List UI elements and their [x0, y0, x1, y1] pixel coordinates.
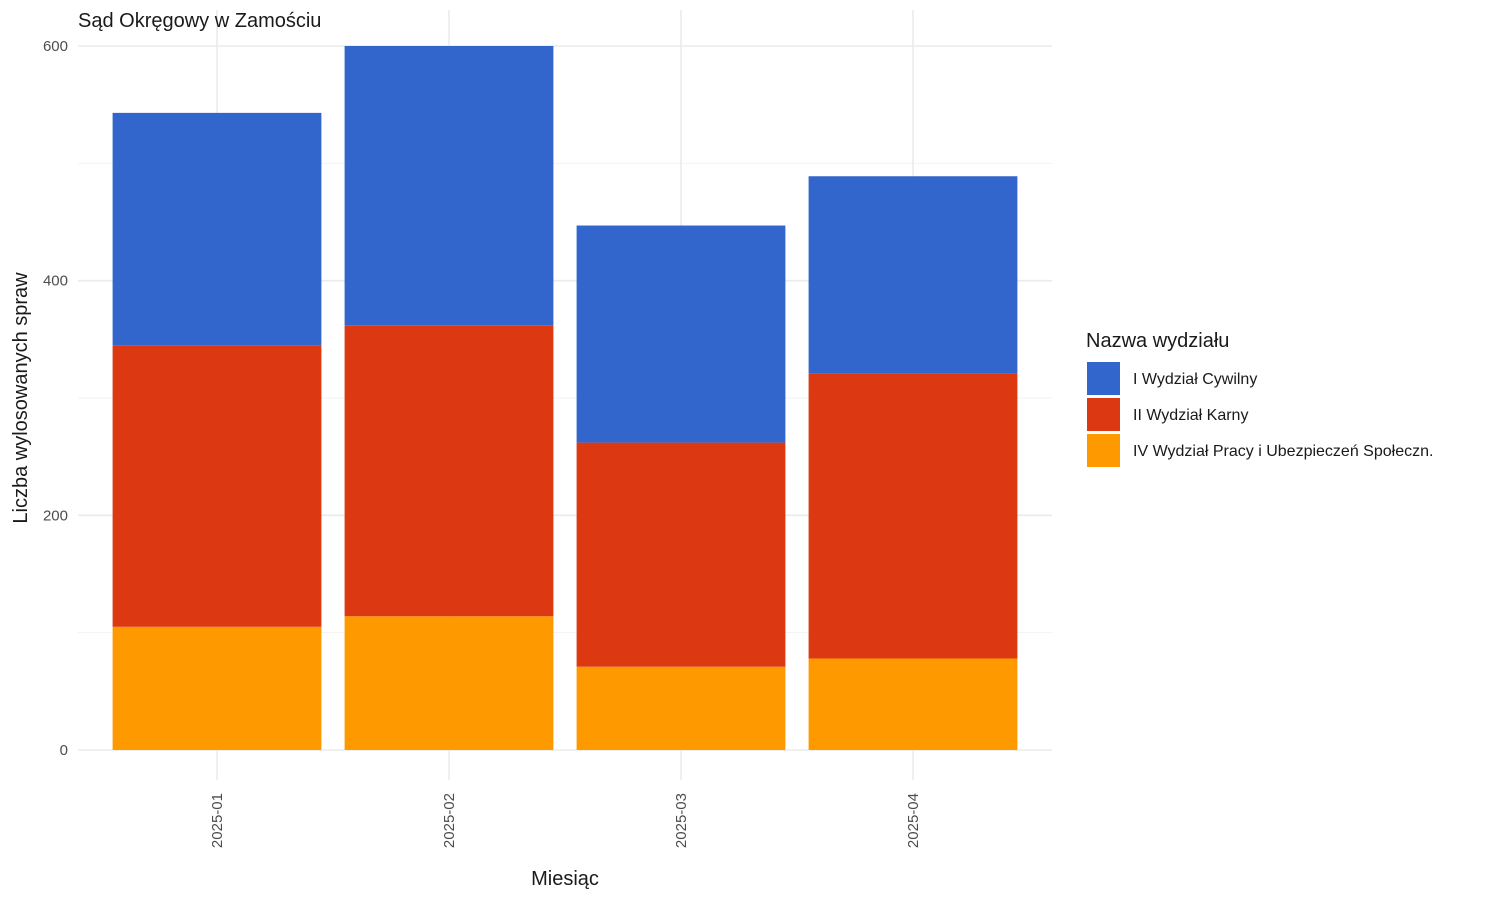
legend-swatch	[1087, 398, 1120, 431]
y-axis-ticks: 0 200 400 600	[43, 38, 68, 759]
x-axis-ticks: 2025-01 2025-02 2025-03 2025-04	[209, 793, 922, 848]
x-tick-label: 2025-02	[441, 793, 458, 848]
bar-segment	[344, 46, 554, 326]
x-axis-title: Miesiąc	[531, 868, 599, 890]
x-tick-label: 2025-03	[673, 793, 690, 848]
bars	[112, 46, 1018, 750]
bar-segment	[576, 442, 786, 667]
bar-segment	[808, 373, 1018, 659]
chart-title: Sąd Okręgowy w Zamościu	[78, 10, 321, 32]
bar-segment	[112, 112, 322, 346]
legend-label: IV Wydział Pracy i Ubezpieczeń Społeczn.	[1133, 443, 1433, 460]
bar-segment	[344, 325, 554, 617]
legend-title: Nazwa wydziału	[1086, 330, 1229, 352]
bar-segment	[576, 225, 786, 443]
bar-segment	[808, 658, 1018, 750]
y-axis-title: Liczba wylosowanych spraw	[10, 272, 32, 524]
y-tick-label: 600	[43, 38, 68, 55]
legend-swatch	[1087, 362, 1120, 395]
bar-segment	[344, 616, 554, 750]
legend-label: II Wydział Karny	[1133, 407, 1248, 424]
legend-label: I Wydział Cywilny	[1133, 371, 1257, 388]
y-tick-label: 0	[60, 742, 68, 759]
bar-segment	[112, 345, 322, 627]
y-tick-label: 400	[43, 273, 68, 290]
y-tick-label: 200	[43, 507, 68, 524]
bar-segment	[808, 176, 1018, 374]
bar-segment	[112, 626, 322, 750]
bar-segment	[576, 666, 786, 750]
legend-swatch	[1087, 434, 1120, 467]
legend: Nazwa wydziału I Wydział Cywilny II Wydzi…	[1086, 330, 1433, 467]
x-tick-label: 2025-04	[905, 793, 922, 848]
x-tick-label: 2025-01	[209, 793, 226, 848]
